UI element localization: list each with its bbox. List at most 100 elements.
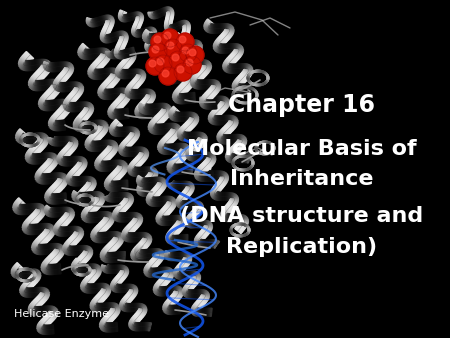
- Polygon shape: [65, 214, 72, 220]
- Polygon shape: [115, 160, 117, 170]
- Polygon shape: [106, 148, 114, 155]
- Polygon shape: [109, 129, 118, 131]
- Polygon shape: [41, 65, 50, 70]
- Polygon shape: [161, 103, 162, 113]
- Polygon shape: [162, 144, 166, 154]
- Polygon shape: [149, 33, 156, 36]
- Polygon shape: [198, 309, 199, 316]
- Polygon shape: [171, 129, 181, 130]
- Polygon shape: [88, 284, 89, 293]
- Polygon shape: [21, 61, 27, 69]
- Polygon shape: [40, 134, 45, 143]
- Polygon shape: [54, 194, 55, 204]
- Polygon shape: [144, 31, 153, 37]
- Polygon shape: [195, 207, 202, 212]
- Polygon shape: [194, 201, 196, 209]
- Polygon shape: [185, 253, 187, 261]
- Polygon shape: [106, 182, 113, 189]
- Polygon shape: [194, 42, 201, 48]
- Polygon shape: [198, 138, 207, 142]
- Polygon shape: [121, 265, 123, 273]
- Polygon shape: [94, 19, 97, 26]
- Polygon shape: [177, 221, 185, 226]
- Polygon shape: [119, 160, 120, 170]
- Polygon shape: [110, 161, 112, 171]
- Polygon shape: [107, 193, 111, 201]
- Polygon shape: [161, 54, 162, 64]
- Polygon shape: [51, 86, 59, 92]
- Polygon shape: [176, 73, 178, 83]
- Polygon shape: [168, 199, 176, 204]
- Polygon shape: [63, 149, 70, 156]
- Polygon shape: [228, 57, 235, 64]
- Polygon shape: [173, 305, 174, 314]
- Polygon shape: [177, 53, 181, 63]
- Polygon shape: [102, 289, 110, 292]
- Polygon shape: [168, 198, 175, 205]
- Polygon shape: [99, 325, 108, 326]
- Polygon shape: [187, 271, 189, 279]
- Polygon shape: [28, 307, 37, 310]
- Polygon shape: [162, 32, 164, 43]
- Polygon shape: [137, 74, 146, 76]
- Polygon shape: [236, 45, 240, 53]
- Polygon shape: [102, 31, 109, 35]
- Polygon shape: [72, 193, 82, 197]
- Polygon shape: [98, 127, 106, 134]
- Polygon shape: [202, 66, 210, 71]
- Polygon shape: [17, 269, 19, 279]
- Polygon shape: [221, 192, 222, 200]
- Polygon shape: [174, 225, 181, 232]
- Polygon shape: [34, 203, 36, 214]
- Polygon shape: [114, 235, 123, 241]
- Polygon shape: [55, 194, 57, 204]
- Polygon shape: [181, 40, 182, 49]
- Polygon shape: [183, 289, 190, 292]
- Polygon shape: [52, 137, 55, 145]
- Polygon shape: [158, 177, 159, 186]
- Polygon shape: [59, 154, 67, 160]
- Polygon shape: [78, 192, 86, 199]
- Polygon shape: [183, 164, 184, 174]
- Polygon shape: [184, 190, 190, 196]
- Polygon shape: [82, 121, 84, 131]
- Polygon shape: [72, 156, 73, 166]
- Polygon shape: [42, 264, 51, 269]
- Polygon shape: [154, 268, 155, 277]
- Polygon shape: [178, 235, 180, 244]
- Polygon shape: [50, 310, 58, 314]
- Polygon shape: [177, 87, 185, 95]
- Polygon shape: [125, 139, 132, 146]
- Polygon shape: [130, 48, 133, 56]
- Polygon shape: [165, 267, 166, 276]
- Polygon shape: [200, 133, 203, 142]
- Polygon shape: [186, 187, 193, 192]
- Polygon shape: [112, 239, 120, 247]
- Polygon shape: [128, 168, 136, 173]
- Polygon shape: [177, 215, 178, 224]
- Polygon shape: [182, 61, 190, 66]
- Polygon shape: [218, 96, 219, 105]
- Polygon shape: [149, 261, 156, 268]
- Polygon shape: [104, 27, 111, 31]
- Polygon shape: [30, 216, 37, 223]
- Polygon shape: [114, 170, 122, 177]
- Polygon shape: [96, 196, 97, 206]
- Polygon shape: [121, 95, 129, 101]
- Polygon shape: [159, 177, 160, 186]
- Polygon shape: [229, 44, 231, 53]
- Polygon shape: [112, 252, 113, 263]
- Polygon shape: [136, 147, 137, 156]
- Polygon shape: [132, 31, 139, 32]
- Polygon shape: [182, 34, 189, 36]
- Polygon shape: [86, 141, 95, 146]
- Polygon shape: [34, 212, 41, 219]
- Polygon shape: [217, 182, 223, 188]
- Polygon shape: [227, 135, 229, 144]
- Polygon shape: [33, 212, 41, 220]
- Polygon shape: [186, 187, 194, 189]
- Polygon shape: [117, 275, 124, 281]
- Polygon shape: [39, 236, 47, 243]
- Polygon shape: [231, 116, 234, 125]
- Polygon shape: [201, 97, 208, 103]
